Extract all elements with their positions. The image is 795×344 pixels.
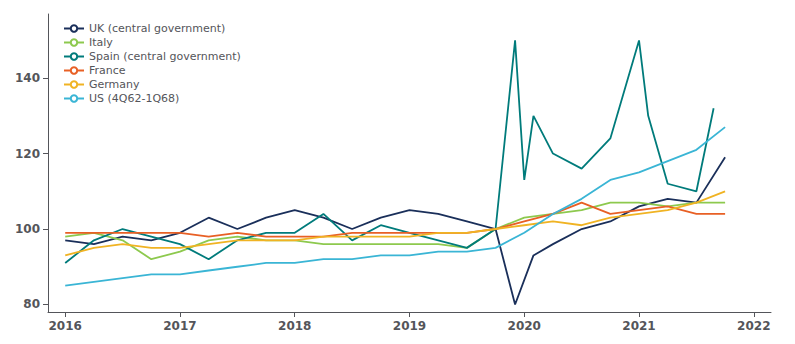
- svg-text:Spain (central government): Spain (central government): [89, 50, 241, 63]
- svg-text:2016: 2016: [49, 319, 82, 333]
- svg-text:France: France: [89, 64, 126, 77]
- svg-text:2018: 2018: [278, 319, 311, 333]
- svg-text:140: 140: [15, 71, 40, 85]
- svg-text:2019: 2019: [393, 319, 426, 333]
- svg-text:2020: 2020: [508, 319, 541, 333]
- svg-text:2017: 2017: [163, 319, 196, 333]
- svg-text:100: 100: [15, 222, 40, 236]
- svg-text:UK (central government): UK (central government): [89, 22, 225, 35]
- svg-text:2022: 2022: [737, 319, 770, 333]
- svg-text:Italy: Italy: [89, 36, 113, 49]
- svg-text:120: 120: [15, 147, 40, 161]
- svg-text:2021: 2021: [622, 319, 655, 333]
- svg-text:US (4Q62-1Q68): US (4Q62-1Q68): [89, 92, 179, 105]
- svg-text:Germany: Germany: [89, 78, 140, 91]
- svg-text:80: 80: [23, 297, 40, 311]
